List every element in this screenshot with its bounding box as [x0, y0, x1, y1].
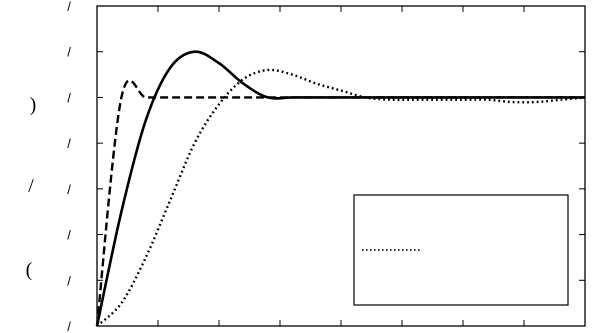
data-point-solid — [192, 49, 198, 55]
data-point-solid — [167, 65, 173, 71]
data-point-dotted — [582, 94, 588, 100]
data-point-dotted — [167, 197, 173, 203]
data-point-solid — [265, 94, 271, 100]
data-point-dotted — [265, 67, 271, 73]
data-point-dotted — [314, 81, 320, 87]
data-point-dotted — [216, 101, 222, 107]
data-point-dashed — [143, 94, 149, 100]
data-point-solid — [338, 94, 344, 100]
data-point-dotted — [533, 99, 539, 105]
data-point-solid — [216, 60, 222, 66]
y-tick-label: / — [67, 273, 71, 288]
y-tick-labels: / / / / / / / / — [67, 0, 71, 333]
data-point-dashed — [216, 94, 222, 100]
y-tick-label: / — [67, 45, 71, 60]
legend-box — [353, 194, 569, 306]
y-axis-label-slash: / — [28, 175, 34, 197]
legend — [353, 194, 569, 306]
y-tick-label: / — [67, 136, 71, 151]
y-tick-label: / — [67, 228, 71, 243]
y-axis-label: ( / ) — [26, 94, 37, 281]
data-point-dotted — [143, 254, 149, 260]
data-point-solid — [314, 94, 320, 100]
data-point-dotted — [484, 97, 490, 103]
data-point-dotted — [460, 97, 466, 103]
data-point-dotted — [509, 99, 515, 105]
y-tick-label: / — [67, 319, 71, 333]
series-line-dotted — [96, 68, 586, 327]
y-axis-label-open-paren: ( — [26, 259, 33, 281]
data-point-dashed — [240, 94, 246, 100]
y-axis-label-close-paren: ) — [30, 94, 37, 116]
data-point-dotted — [338, 88, 344, 94]
data-point-dotted — [411, 97, 417, 103]
data-point-dotted — [387, 97, 393, 103]
y-tick-label: / — [67, 182, 71, 197]
data-point-dotted — [118, 300, 124, 306]
y-tick-label: / — [67, 0, 71, 14]
data-point-dotted — [289, 72, 295, 78]
data-point-dashed — [192, 94, 198, 100]
data-point-solid — [289, 94, 295, 100]
data-point-dotted — [240, 76, 246, 82]
data-point-solid — [143, 117, 149, 123]
series-line-solid — [95, 50, 585, 327]
data-point-solid — [118, 209, 124, 215]
data-point-dotted — [362, 94, 368, 100]
data-point-dotted — [192, 140, 198, 146]
data-point-dotted — [94, 323, 100, 329]
y-tick-label: / — [67, 90, 71, 105]
data-point-dashed — [167, 94, 173, 100]
data-point-dashed — [118, 94, 124, 100]
series-layer — [94, 49, 588, 329]
data-point-dotted — [436, 97, 442, 103]
data-point-dotted — [558, 97, 564, 103]
